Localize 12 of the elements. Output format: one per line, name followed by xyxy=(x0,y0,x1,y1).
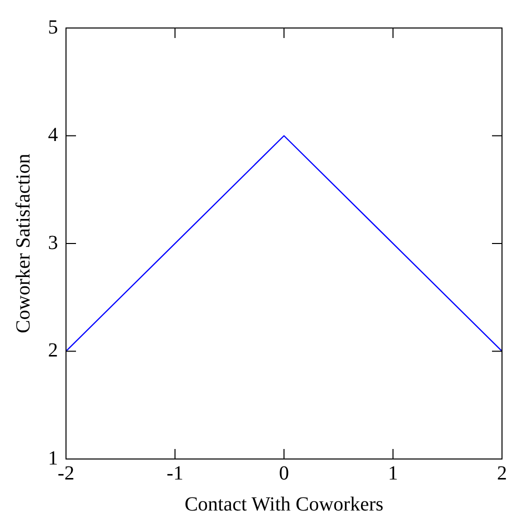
y-tick-label: 5 xyxy=(48,16,58,38)
x-axis-title: Contact With Coworkers xyxy=(184,493,384,516)
x-tick-label: 2 xyxy=(497,462,507,484)
x-tick-label: -2 xyxy=(58,462,74,484)
x-tick-label: 0 xyxy=(279,462,289,484)
y-tick-label: 1 xyxy=(48,447,58,470)
y-tick-label: 4 xyxy=(48,124,58,146)
y-axis-title: Coworker Satisfaction xyxy=(12,154,34,334)
y-tick-label: 2 xyxy=(48,340,58,362)
y-tick-label: 3 xyxy=(48,232,58,254)
x-tick-label: -1 xyxy=(166,462,184,484)
x-tick-label: 1 xyxy=(388,462,398,484)
